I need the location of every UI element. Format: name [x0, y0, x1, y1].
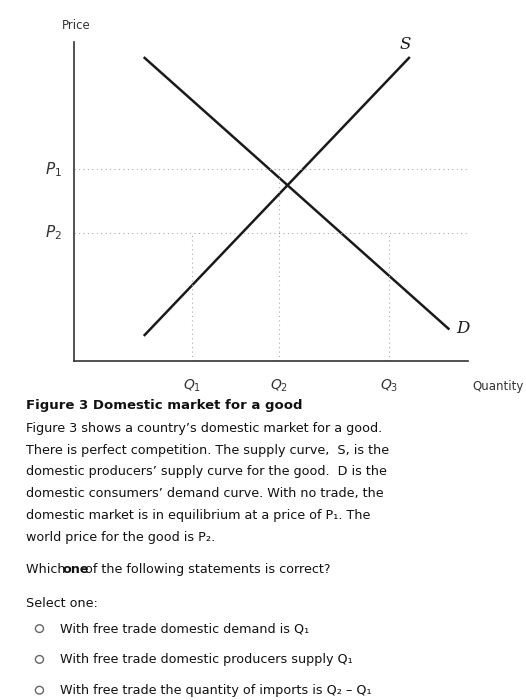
Text: one: one	[62, 563, 88, 576]
Text: Figure 3 Domestic market for a good: Figure 3 Domestic market for a good	[26, 399, 303, 412]
Text: Figure 3 shows a country’s domestic market for a good.: Figure 3 shows a country’s domestic mark…	[26, 422, 382, 435]
Text: $Q_3$: $Q_3$	[380, 378, 398, 394]
Text: domestic producers’ supply curve for the good.  D is the: domestic producers’ supply curve for the…	[26, 466, 387, 479]
Text: Which: Which	[26, 563, 70, 576]
Text: $P_1$: $P_1$	[45, 160, 62, 178]
Text: domestic market is in equilibrium at a price of P₁. The: domestic market is in equilibrium at a p…	[26, 509, 371, 522]
Text: With free trade domestic demand is Q₁: With free trade domestic demand is Q₁	[60, 622, 310, 636]
Text: Quantity: Quantity	[472, 379, 523, 393]
Text: With free trade the quantity of imports is Q₂ – Q₁: With free trade the quantity of imports …	[60, 684, 372, 697]
Text: Select one:: Select one:	[26, 597, 98, 610]
Text: Price: Price	[62, 20, 90, 32]
Text: world price for the good is P₂.: world price for the good is P₂.	[26, 531, 216, 544]
Text: With free trade domestic producers supply Q₁: With free trade domestic producers suppl…	[60, 653, 353, 666]
Text: S: S	[399, 36, 411, 53]
Text: $Q_2$: $Q_2$	[270, 378, 288, 394]
Text: $P_2$: $P_2$	[45, 224, 62, 242]
Text: domestic consumers’ demand curve. With no trade, the: domestic consumers’ demand curve. With n…	[26, 487, 384, 500]
Text: $Q_1$: $Q_1$	[183, 378, 201, 394]
Text: There is perfect competition. The supply curve,  S, is the: There is perfect competition. The supply…	[26, 444, 389, 457]
Text: of the following statements is correct?: of the following statements is correct?	[81, 563, 330, 576]
Text: D: D	[457, 320, 470, 337]
